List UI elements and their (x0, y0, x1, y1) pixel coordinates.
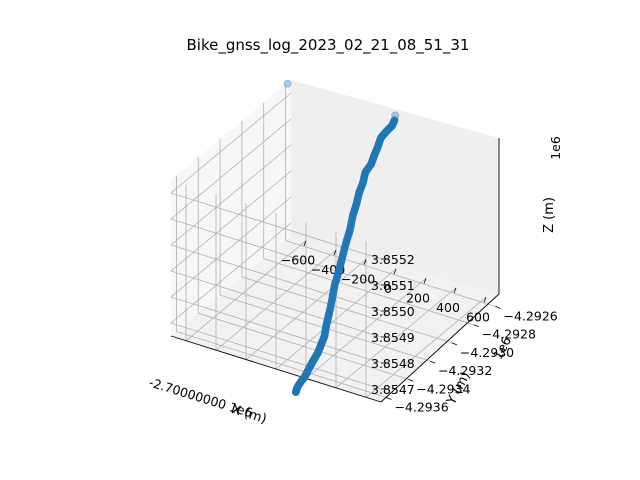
z-grid-line (170, 118, 382, 286)
z-tick-label: 3.8551 (371, 278, 415, 293)
y-tick-mark (408, 378, 414, 382)
x-offset-text: -2.70000000 1e6 (147, 375, 254, 421)
floor-pane (171, 236, 499, 402)
y-tick-label: −4.2932 (438, 363, 492, 378)
z-tick-label: 3.8548 (371, 356, 415, 371)
x-tick-label: 400 (436, 300, 460, 315)
y-grid-line (197, 157, 409, 380)
y-tick-label: −4.2934 (416, 381, 470, 396)
z-tick-label: 3.8549 (371, 330, 415, 345)
y-grid-line (263, 102, 474, 326)
x-tick-label: −600 (281, 253, 315, 268)
z-tick-label: 3.8552 (371, 252, 415, 267)
y-grid-line (219, 139, 431, 362)
x-tick-label: 0 (384, 281, 392, 296)
data-point (391, 111, 400, 120)
y-tick-label: −4.2930 (460, 345, 514, 360)
z-axis-label: Z (m) (542, 197, 557, 233)
x-tick-mark (483, 297, 487, 303)
y-tick-mark (429, 360, 436, 364)
x-tick-label: −200 (341, 272, 375, 287)
x-tick-mark (423, 278, 427, 284)
z-tick-label: 3.8550 (371, 304, 415, 319)
data-point (291, 388, 300, 397)
x-tick-mark (453, 287, 457, 294)
x-tick-mark (333, 249, 337, 256)
tick-labels: −600−400−2000200400600−4.2936−4.2934−4.2… (281, 240, 558, 414)
y-tick-mark (495, 306, 501, 309)
y-tick-mark (451, 342, 458, 346)
z-grid-line (170, 92, 382, 260)
z-grid-line (170, 144, 382, 312)
z-offset-text: 1e6 (548, 136, 563, 160)
y-tick-mark (473, 324, 479, 328)
z-grid-line (170, 196, 382, 364)
chart-title: Bike_gnss_log_2023_02_21_08_51_31 (187, 36, 470, 55)
z-grid-line (170, 170, 382, 338)
axis-lines (170, 138, 500, 403)
x-axis-line (170, 335, 382, 403)
y-tick-label: −4.2936 (394, 399, 448, 414)
y-axis-line (380, 293, 500, 403)
y-tick-mark (386, 397, 392, 400)
x-tick-mark (393, 268, 397, 275)
y-grid-line (241, 120, 453, 344)
y-grid-line (176, 175, 387, 398)
x-tick-label: 600 (466, 309, 490, 324)
outlier-point (283, 79, 292, 88)
y-tick-label: −4.2926 (504, 309, 558, 324)
x-tick-label: 200 (406, 290, 430, 305)
x-tick-mark (303, 240, 307, 246)
y-grid-line (285, 84, 496, 307)
data-points (283, 79, 400, 397)
x-tick-mark (363, 259, 367, 265)
z-tick-label: 3.8547 (371, 382, 415, 397)
y-tick-label: −4.2928 (482, 327, 536, 342)
